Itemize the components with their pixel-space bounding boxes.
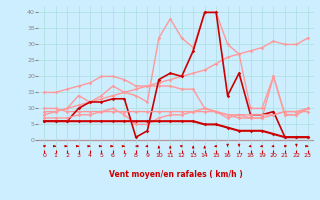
X-axis label: Vent moyen/en rafales ( km/h ): Vent moyen/en rafales ( km/h ) <box>109 170 243 179</box>
